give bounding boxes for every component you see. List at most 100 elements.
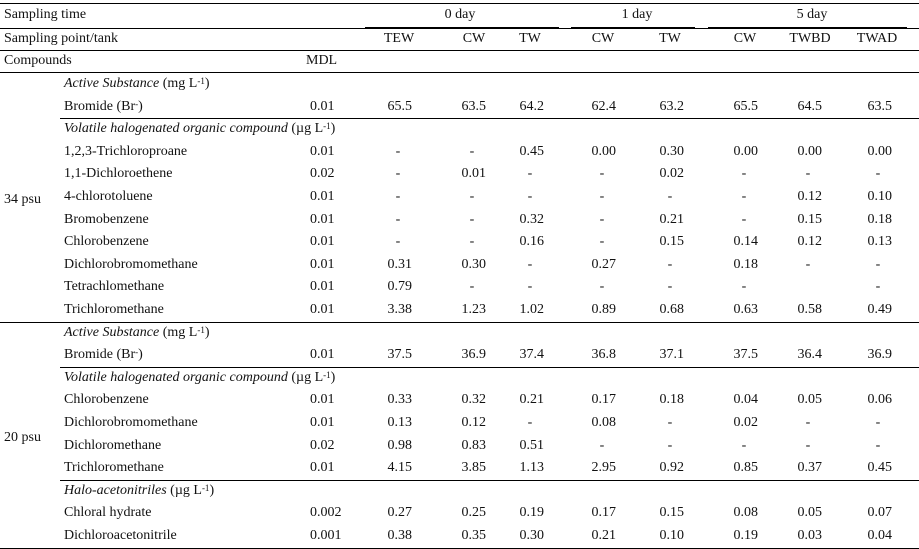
value-cell: 0.15: [659, 505, 685, 521]
value-cell: 2.95: [591, 460, 617, 476]
value-cell: 0.27: [387, 505, 413, 521]
value-cell: -: [527, 415, 533, 430]
section-unit-close: ): [330, 369, 336, 385]
value-cell: 63.5: [461, 98, 487, 114]
value-cell: -: [599, 166, 605, 182]
top-rule: [0, 3, 919, 4]
value-cell: 0.00: [867, 143, 893, 159]
value-cell: 36.4: [797, 347, 823, 363]
value-cell: -: [599, 234, 605, 250]
value-cell: -: [395, 166, 401, 182]
value-cell: -: [395, 143, 401, 159]
value-cell: -: [875, 256, 881, 272]
value-cell: -: [875, 415, 881, 430]
value-cell: 0.89: [591, 302, 617, 317]
mdl-value: 0.02: [310, 166, 335, 182]
compound-name: 4-chlorotoluene: [64, 189, 153, 205]
value-cell: 37.5: [733, 347, 759, 363]
mdl-value: 0.01: [310, 460, 335, 476]
value-cell: 0.12: [461, 415, 487, 430]
value-cell: 0.18: [867, 211, 893, 227]
header-rule-3: [0, 72, 919, 73]
value-cell: -: [741, 437, 747, 453]
value-cell: -: [527, 279, 533, 295]
section-unit: (µg L: [291, 369, 324, 385]
value-cell: 3.38: [387, 302, 413, 317]
value-cell: 0.02: [733, 415, 759, 430]
value-cell: 62.4: [591, 98, 617, 114]
compound-name: Trichloromethane: [64, 302, 164, 318]
compound-name-text: 1,1-Dichloroethene: [64, 166, 173, 182]
value-cell: -: [527, 256, 533, 272]
section-rule: [60, 366, 919, 368]
value-cell: 0.30: [461, 256, 487, 272]
mdl-value: 0.01: [310, 98, 335, 114]
value-cell: -: [599, 189, 605, 204]
compound-name: Chloral hydrate: [64, 505, 151, 521]
value-cell: 37.5: [387, 347, 413, 363]
value-cell: 0.13: [867, 234, 893, 250]
value-cell: 0.32: [461, 392, 487, 408]
section-name: Active Substance: [64, 76, 160, 91]
value-cell: 0.14: [733, 234, 759, 250]
value-cell: -: [875, 166, 881, 182]
value-cell: 65.5: [387, 98, 413, 114]
value-cell: -: [805, 437, 811, 453]
value-cell: 0.19: [733, 528, 759, 543]
value-cell: 0.31: [387, 256, 413, 272]
tank-header-3: CW: [591, 31, 615, 46]
value-cell: 0.21: [519, 392, 545, 408]
compound-name-text: Chlorobenzene: [64, 392, 149, 408]
header-rule-1: [0, 28, 919, 29]
header-rule-2: [0, 50, 919, 51]
compound-name: 1,1-Dichloroethene: [64, 166, 172, 182]
compound-name: Dichloroacetonitrile: [64, 528, 177, 544]
mdl-value: 0.01: [310, 256, 335, 272]
section-rule: [60, 118, 919, 120]
compound-name-text: Bromobenzene: [64, 211, 149, 227]
value-cell: 0.38: [387, 528, 413, 543]
compound-name-text: Dichloromethane: [64, 437, 162, 453]
value-cell: 0.27: [591, 256, 617, 272]
value-cell: 0.33: [387, 392, 413, 408]
time-underline-2: [708, 27, 907, 28]
mdl-value: 0.01: [310, 143, 335, 159]
compound-name-text: 1,2,3-Trichloroproane: [64, 143, 188, 159]
section-unit-close: ): [204, 324, 210, 340]
value-cell: -: [469, 143, 475, 159]
value-cell: -: [805, 415, 811, 430]
value-cell: 37.1: [659, 347, 685, 363]
value-cell: 37.4: [519, 347, 545, 363]
compound-name: Tetrachlomethane: [64, 279, 164, 295]
compound-name: 1,2,3-Trichloroproane: [64, 144, 187, 160]
value-cell: 0.30: [519, 528, 545, 543]
value-cell: 0.03: [797, 528, 823, 543]
mdl-value: 0.01: [310, 211, 335, 227]
value-cell: 0.21: [659, 211, 685, 227]
section-unit-exponent: -1: [323, 369, 331, 380]
value-cell: 0.37: [797, 460, 823, 476]
value-cell: -: [805, 166, 811, 182]
value-cell: -: [395, 211, 401, 227]
mdl-value: 0.01: [310, 415, 335, 430]
value-cell: 0.63: [733, 302, 759, 317]
sampling-point-label: Sampling point/tank: [4, 31, 118, 46]
group-label: 34 psu: [4, 192, 41, 208]
compound-name-superscript: -: [135, 98, 139, 109]
value-cell: 0.25: [461, 505, 487, 521]
value-cell: 0.08: [733, 505, 759, 521]
value-cell: 0.18: [733, 256, 759, 272]
tank-header-0: TEW: [383, 31, 415, 46]
value-cell: 64.5: [797, 98, 823, 114]
compound-name-text: 4-chlorotoluene: [64, 189, 153, 204]
value-cell: 0.49: [867, 302, 893, 317]
compound-name: Chlorobenzene: [64, 392, 149, 408]
time-header-0: 0 day: [444, 7, 476, 22]
compound-name-text: Tetrachlomethane: [64, 279, 165, 295]
value-cell: 0.92: [659, 460, 685, 476]
compound-name: Chlorobenzene: [64, 234, 149, 250]
compound-name: Bromide (Br-): [64, 99, 143, 115]
value-cell: 1.13: [519, 460, 545, 476]
section-unit: (mg L: [162, 324, 198, 340]
